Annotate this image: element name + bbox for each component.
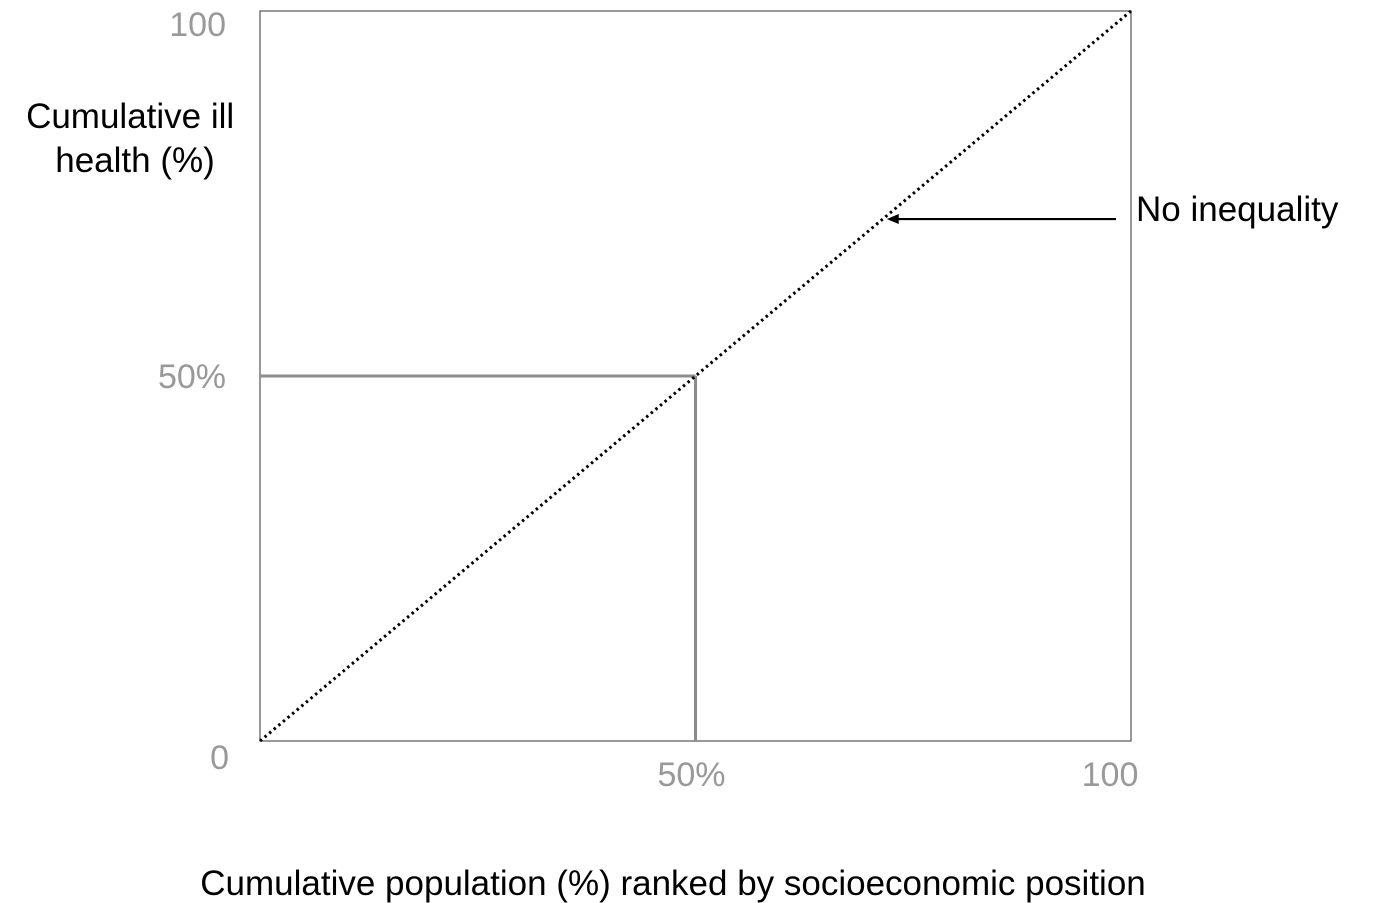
arrow-head-icon [886, 214, 899, 225]
annotation-no-inequality: No inequality [886, 190, 1339, 229]
x-axis-label: Cumulative population (%) ranked by soci… [200, 864, 1146, 903]
y-tick-label-50: 50% [158, 358, 226, 396]
y-axis-ticks: 0 50% 100 [158, 6, 229, 777]
x-axis-ticks: 50% 100 [657, 756, 1138, 794]
plot-area [259, 9, 1132, 743]
y-axis-label-line-2: health (%) [55, 141, 215, 180]
y-tick-label-0: 0 [210, 739, 229, 777]
y-axis-label-line-1: Cumulative ill [26, 97, 234, 136]
y-tick-label-100: 100 [169, 6, 226, 44]
x-tick-label-50: 50% [657, 756, 725, 794]
y-axis-label: Cumulative ill health (%) [26, 97, 244, 180]
x-tick-label-100: 100 [1082, 756, 1139, 794]
annotation-label: No inequality [1136, 190, 1339, 229]
